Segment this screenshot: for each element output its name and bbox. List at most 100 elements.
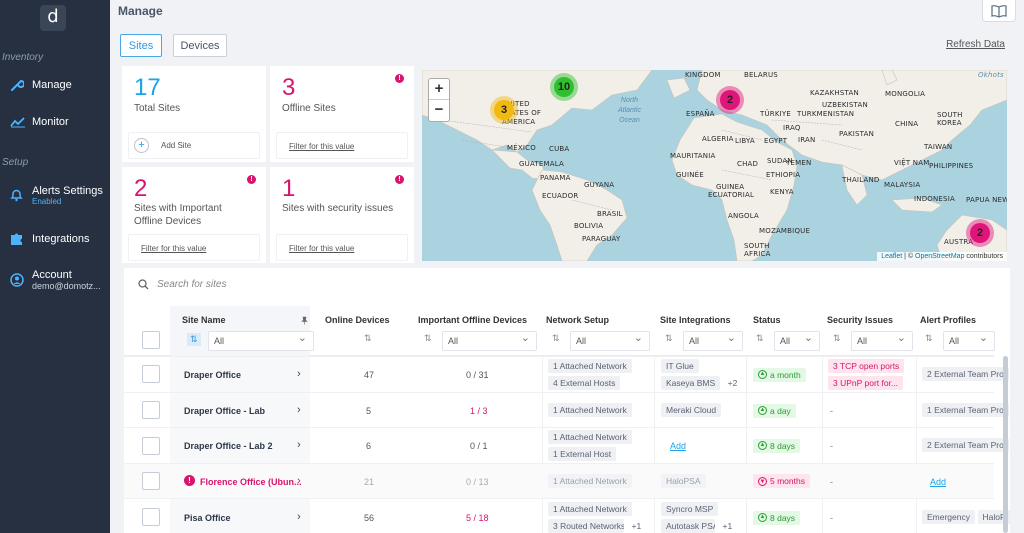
alert-icon: ! bbox=[247, 175, 256, 184]
col-important-offline[interactable]: Important Offline Devices bbox=[418, 315, 528, 325]
select-all-checkbox[interactable] bbox=[142, 331, 160, 349]
add-alert-profile-link[interactable]: Add bbox=[930, 477, 947, 487]
map-label: ALGERIA bbox=[702, 135, 734, 143]
row-checkbox[interactable] bbox=[142, 401, 160, 419]
sort-icon[interactable]: ⇅ bbox=[364, 333, 372, 343]
osm-link[interactable]: OpenStreetMap bbox=[915, 253, 965, 260]
col-status[interactable]: Status bbox=[753, 315, 781, 325]
table-row[interactable]: Pisa Office › 56 5 / 18 1 Attached Netwo… bbox=[124, 498, 1011, 533]
table-row[interactable]: Draper Office - Lab › 5 1 / 3 1 Attached… bbox=[124, 392, 1009, 427]
chevron-right-icon[interactable]: › bbox=[297, 511, 301, 523]
site-name[interactable]: Draper Office - Lab 2 bbox=[184, 441, 273, 451]
tab-sites[interactable]: Sites bbox=[120, 34, 162, 57]
site-name[interactable]: Florence Office (Ubun... bbox=[200, 477, 302, 487]
sort-icon[interactable]: ⇅ bbox=[187, 333, 201, 346]
col-alert-profiles[interactable]: Alert Profiles bbox=[920, 315, 977, 325]
table-scrollbar[interactable] bbox=[1003, 356, 1008, 533]
integrations: IT Glue bbox=[661, 359, 699, 373]
alert-icon: ! bbox=[395, 74, 404, 83]
chevron-right-icon[interactable]: › bbox=[297, 475, 301, 487]
refresh-data-link[interactable]: Refresh Data bbox=[946, 39, 1005, 50]
sort-icon[interactable]: ⇅ bbox=[833, 333, 841, 343]
network-setup-filter[interactable]: All bbox=[570, 329, 650, 351]
site-name[interactable]: Draper Office bbox=[184, 370, 242, 380]
documentation-button[interactable] bbox=[982, 0, 1016, 22]
map-cluster-marker[interactable]: 2 bbox=[966, 219, 994, 247]
app-logo[interactable]: d bbox=[40, 5, 66, 31]
sites-map[interactable]: KINGDOM BELARUS KAZAKHSTAN MONGOLIA Okho… bbox=[422, 70, 1007, 261]
security-filter[interactable]: All bbox=[851, 329, 913, 351]
chevron-right-icon[interactable]: › bbox=[297, 404, 301, 416]
total-sites-label: Total Sites bbox=[134, 103, 181, 114]
zoom-in-button[interactable]: + bbox=[429, 79, 449, 100]
sort-icon[interactable]: ⇅ bbox=[552, 333, 560, 343]
search-input[interactable]: Search for sites bbox=[134, 272, 994, 298]
alert-profiles-filter[interactable]: All bbox=[943, 329, 995, 351]
security-issues-label: Sites with security issues bbox=[282, 203, 394, 214]
site-name-filter[interactable]: All bbox=[208, 329, 314, 351]
row-checkbox[interactable] bbox=[142, 472, 160, 490]
sidebar-item-account[interactable]: Account demo@domotz... bbox=[0, 262, 110, 294]
col-site-integrations[interactable]: Site Integrations bbox=[660, 315, 731, 325]
leaflet-link[interactable]: Leaflet bbox=[881, 253, 903, 260]
filter-important-link[interactable]: Filter for this value bbox=[141, 244, 207, 253]
sort-icon[interactable]: ⇅ bbox=[925, 333, 933, 343]
add-site-button[interactable]: + Add Site bbox=[128, 132, 260, 159]
network-chip: 4 External Hosts bbox=[548, 376, 621, 390]
add-integration-link[interactable]: Add bbox=[670, 441, 687, 451]
status-badge: ▼ 5 months bbox=[753, 474, 810, 488]
zoom-out-button[interactable]: − bbox=[434, 101, 444, 118]
row-checkbox[interactable] bbox=[142, 437, 160, 455]
site-name[interactable]: Pisa Office bbox=[184, 513, 231, 523]
more-count[interactable]: +2 bbox=[727, 378, 738, 388]
chevron-right-icon[interactable]: › bbox=[297, 439, 301, 451]
row-checkbox[interactable] bbox=[142, 508, 160, 526]
sort-icon[interactable]: ⇅ bbox=[756, 333, 764, 343]
map-label: VIỆT NAM bbox=[894, 159, 930, 167]
map-cluster-marker[interactable]: 3 bbox=[490, 96, 518, 124]
sidebar-item-alerts-settings[interactable]: Alerts Settings Enabled bbox=[0, 177, 110, 209]
map-cluster-marker[interactable]: 2 bbox=[716, 86, 744, 114]
filter-offline-link[interactable]: Filter for this value bbox=[289, 142, 355, 151]
col-site-name[interactable]: Site Name bbox=[182, 315, 226, 325]
map-label: IRAQ bbox=[783, 124, 801, 132]
sort-icon[interactable]: ⇅ bbox=[424, 333, 432, 343]
ocean-line: Ocean bbox=[619, 117, 640, 124]
map-label: SUDAN bbox=[767, 157, 793, 165]
table-row[interactable]: ! Florence Office (Ubun... › 21 0 / 13 1… bbox=[124, 463, 994, 498]
map-cluster-marker[interactable]: 10 bbox=[550, 73, 578, 101]
pin-icon[interactable] bbox=[300, 316, 309, 325]
col-security-issues[interactable]: Security Issues bbox=[827, 315, 894, 325]
cluster-count: 2 bbox=[720, 90, 740, 110]
integration-chip: HaloPSA bbox=[661, 474, 706, 488]
col-divider bbox=[916, 356, 917, 533]
tab-devices[interactable]: Devices bbox=[173, 34, 227, 57]
sidebar-item-monitor[interactable]: Monitor bbox=[0, 106, 110, 138]
integrations-filter[interactable]: All bbox=[683, 329, 743, 351]
table-row[interactable]: Draper Office › 47 0 / 31 1 Attached Net… bbox=[124, 356, 1009, 392]
col-divider bbox=[654, 356, 655, 533]
security-chip[interactable]: 3 TCP open ports bbox=[828, 359, 905, 373]
important-offline-filter[interactable]: All bbox=[442, 329, 537, 351]
col-online-devices[interactable]: Online Devices bbox=[325, 315, 390, 325]
map-label: LIBYA bbox=[735, 137, 755, 145]
more-count[interactable]: +1 bbox=[722, 521, 733, 531]
map-label: ECUATORIAL bbox=[708, 191, 755, 199]
status-badge: ▲ a month bbox=[753, 367, 806, 382]
security-chip[interactable]: 3 UPnP port for... bbox=[828, 376, 904, 390]
map-label: INDONESIA bbox=[914, 195, 955, 203]
sort-icon[interactable]: ⇅ bbox=[665, 333, 673, 343]
online-devices: 5 bbox=[366, 406, 372, 416]
chevron-right-icon[interactable]: › bbox=[297, 368, 301, 380]
filter-security-link[interactable]: Filter for this value bbox=[289, 244, 355, 253]
sidebar-item-integrations[interactable]: Integrations bbox=[0, 223, 110, 255]
map-label: ETHIOPIA bbox=[766, 171, 801, 179]
sidebar-item-manage[interactable]: Manage bbox=[0, 69, 110, 101]
table-row[interactable]: Draper Office - Lab 2 › 6 0 / 1 1 Attach… bbox=[124, 427, 1009, 463]
status-filter[interactable]: All bbox=[774, 329, 820, 351]
col-network-setup[interactable]: Network Setup bbox=[546, 315, 610, 325]
more-count[interactable]: +1 bbox=[631, 521, 642, 531]
site-name[interactable]: Draper Office - Lab bbox=[184, 406, 266, 416]
map-label: KENYA bbox=[770, 188, 794, 196]
row-checkbox[interactable] bbox=[142, 365, 160, 383]
